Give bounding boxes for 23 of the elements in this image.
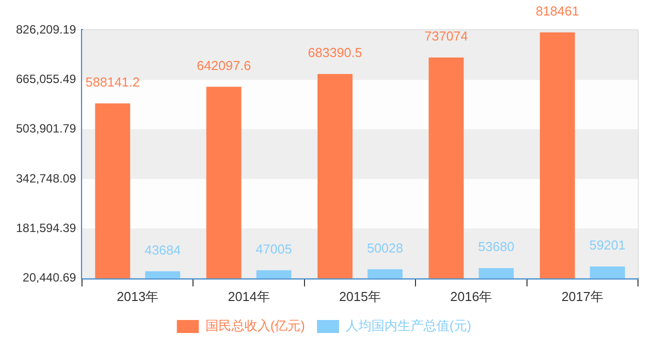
x-tick-label: 2017年 [561, 288, 604, 304]
y-tick-label: 342,748.09 [16, 171, 76, 186]
data-label: 59201 [589, 238, 626, 253]
data-label: 683390.5 [308, 45, 362, 60]
legend-label: 人均国内生产总值(元) [346, 318, 472, 334]
y-tick-label: 665,055.49 [16, 72, 76, 86]
x-tick-label: 2014年 [228, 288, 270, 304]
data-label: 588141.2 [86, 74, 140, 90]
y-tick-label: 181,594.39 [16, 221, 76, 236]
x-tick-label: 2013年 [116, 288, 159, 304]
x-tick-label: 2016年 [450, 288, 492, 304]
legend-label: 国民总收入(亿元) [205, 318, 306, 334]
x-tick-label: 2015年 [339, 288, 381, 304]
data-label: 43684 [144, 242, 181, 258]
y-tick-label: 826,209.19 [16, 22, 76, 36]
data-label: 50028 [366, 240, 404, 256]
data-label: 47005 [256, 241, 292, 256]
data-label: 53680 [478, 239, 514, 254]
data-label: 818461 [536, 3, 580, 18]
data-label: 737074 [424, 28, 468, 44]
y-tick-label: 503,901.79 [16, 122, 76, 136]
y-tick-label: 20,440.69 [22, 270, 76, 285]
data-label: 642097.6 [196, 58, 251, 73]
